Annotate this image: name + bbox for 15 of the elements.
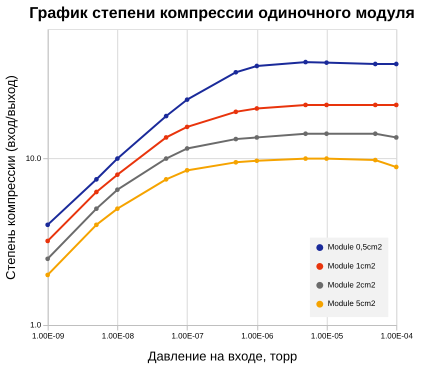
y-tick-label: 1.0 [30,320,42,330]
x-tick-label: 1.00E-06 [241,331,274,340]
legend-label: Module 2cm2 [328,280,376,290]
x-tick-label: 1.00E-04 [380,331,414,340]
chart-title: График степени компрессии одиночного модуля [29,5,415,22]
legend-label: Module 0,5cm2 [328,242,383,252]
legend-label: Module 1cm2 [328,261,376,270]
y-axis-title: Степень компрессии (вход/выход) [2,75,18,280]
y-tick-label: 10.0 [26,154,42,164]
x-tick-label: 1.00E-09 [32,331,65,340]
x-axis-title: Давление на входе, торр [148,348,298,364]
legend-label: Module 5cm2 [328,299,376,308]
x-tick-label: 1.00E-08 [102,331,135,340]
x-tick-label: 1.00E-05 [310,331,344,340]
x-tick-label: 1.00E-07 [171,331,204,340]
